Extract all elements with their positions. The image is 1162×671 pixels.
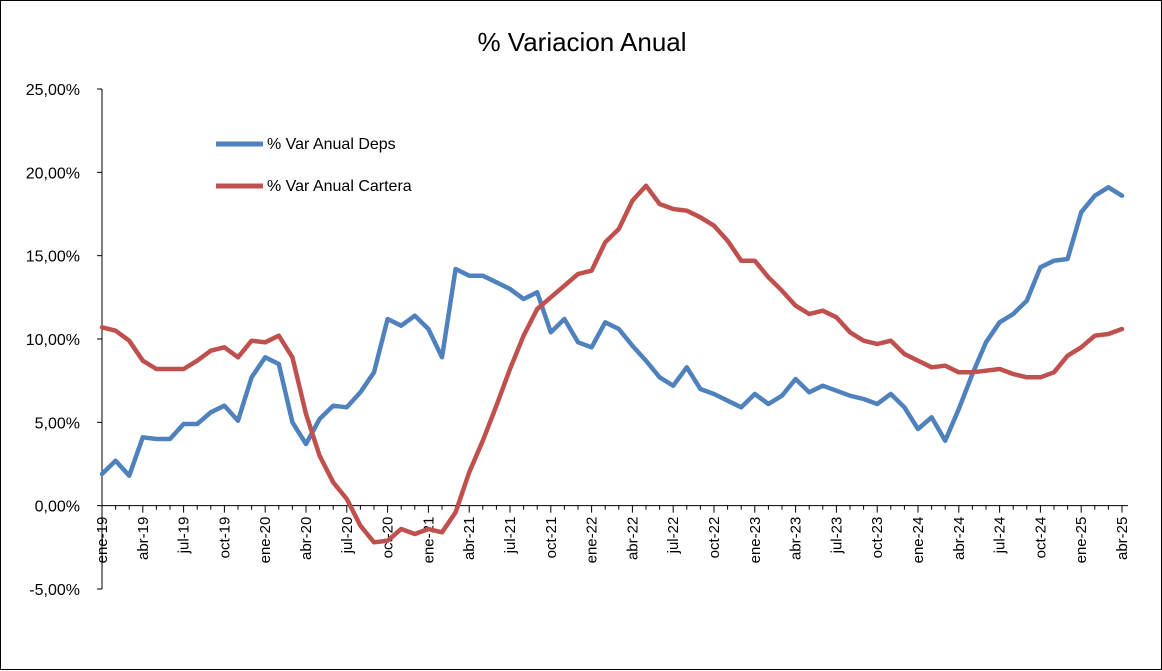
x-tick-label: abr-25 xyxy=(1114,517,1131,560)
y-tick-label: 15,00% xyxy=(26,249,80,266)
x-tick-label: jul-23 xyxy=(828,517,845,555)
y-tick-label: 10,00% xyxy=(26,332,80,349)
x-tick-label: ene-25 xyxy=(1073,517,1090,564)
x-tick-label: oct-19 xyxy=(216,517,233,559)
x-tick-label: jul-20 xyxy=(339,517,356,555)
x-tick-label: oct-23 xyxy=(869,517,886,559)
y-tick-label: 0,00% xyxy=(35,499,80,516)
x-tick-label: jul-22 xyxy=(665,517,682,555)
chart-title: % Variacion Anual xyxy=(477,27,686,57)
x-tick-label: ene-22 xyxy=(584,517,601,564)
legend-label-cartera: % Var Anual Cartera xyxy=(267,178,412,195)
series-layer xyxy=(99,183,1125,545)
x-tick-label: oct-21 xyxy=(543,517,560,559)
legend-label-deps: % Var Anual Deps xyxy=(267,136,396,153)
y-tick-label: 25,00% xyxy=(26,82,80,99)
x-tick-label: ene-19 xyxy=(94,517,111,564)
x-tick-label: ene-23 xyxy=(747,517,764,564)
y-axis: -5,00% 0,00% 5,00% 10,00% 15,00% 20,00% 25,00% xyxy=(26,82,103,599)
x-tick-label: abr-20 xyxy=(298,517,315,560)
x-tick-label: jul-24 xyxy=(992,517,1009,555)
legend: % Var Anual Deps % Var Anual Cartera xyxy=(216,136,412,195)
series-line-cartera xyxy=(99,183,1125,545)
x-tick-label: ene-21 xyxy=(420,517,437,564)
x-tick-label: abr-23 xyxy=(788,517,805,560)
x-tick-label: oct-24 xyxy=(1032,517,1049,559)
x-tick-label: abr-21 xyxy=(461,517,478,560)
x-axis: ene-19 abr-19 jul-19 oct-19 ene-20 abr-20 jul-… xyxy=(94,505,1131,564)
y-tick-label: -5,00% xyxy=(29,582,80,599)
series-line-deps xyxy=(99,185,1125,478)
x-tick-label: abr-24 xyxy=(951,517,968,560)
x-tick-label: ene-20 xyxy=(257,517,274,564)
x-tick-label: ene-24 xyxy=(910,517,927,564)
x-tick-label: jul-21 xyxy=(502,517,519,555)
y-tick-label: 20,00% xyxy=(26,165,80,182)
y-tick-label: 5,00% xyxy=(35,415,80,432)
x-tick-label: abr-19 xyxy=(135,517,152,560)
x-tick-label: oct-22 xyxy=(706,517,723,559)
x-tick-label: abr-22 xyxy=(624,517,641,560)
x-tick-label: jul-19 xyxy=(176,517,193,555)
